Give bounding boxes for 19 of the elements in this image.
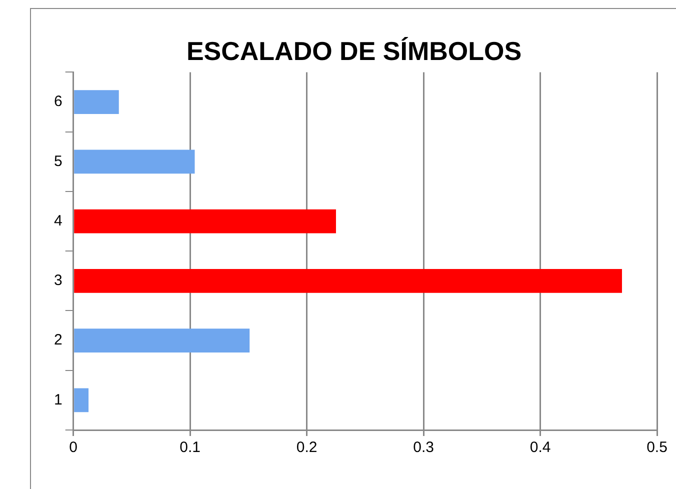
y-tick-label: 6 xyxy=(54,93,62,110)
bar xyxy=(74,209,336,234)
y-tick-label: 5 xyxy=(54,152,62,170)
x-tick-label: 0.5 xyxy=(646,439,668,456)
x-tick-label: 0 xyxy=(69,439,78,456)
x-tick-label: 0.4 xyxy=(530,439,551,456)
chart-title: ESCALADO DE SÍMBOLOS xyxy=(186,36,522,66)
y-tick-label: 3 xyxy=(54,272,62,290)
bar xyxy=(74,328,250,352)
bar xyxy=(74,90,119,114)
bar xyxy=(74,388,89,412)
y-tick-label: 4 xyxy=(54,212,62,230)
y-tick-label: 1 xyxy=(54,391,62,408)
x-tick-label: 0.1 xyxy=(180,439,201,456)
x-tick-label: 0.2 xyxy=(296,439,318,456)
x-tick-label: 0.3 xyxy=(413,439,434,456)
bar xyxy=(74,268,622,293)
y-tick-label: 2 xyxy=(54,332,62,349)
bar xyxy=(74,150,195,174)
